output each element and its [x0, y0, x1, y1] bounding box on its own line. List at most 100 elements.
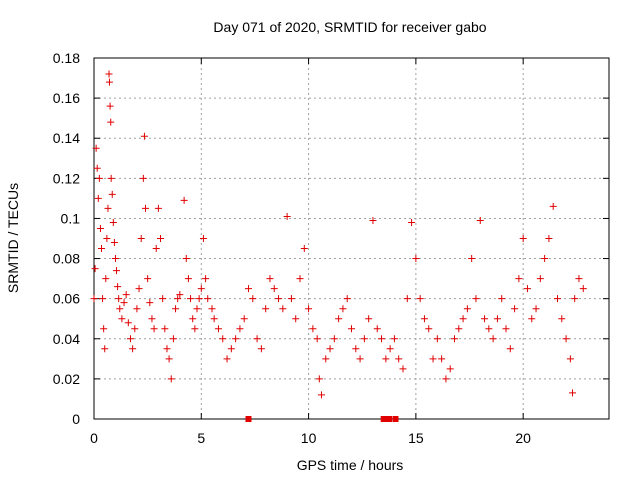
data-point: [566, 355, 574, 363]
data-point: [240, 315, 248, 323]
data-point: [227, 345, 235, 353]
y-tick-label: 0.08: [53, 251, 80, 267]
data-point: [515, 275, 523, 283]
data-point: [429, 355, 437, 363]
data-point: [382, 355, 390, 363]
data-points: [90, 70, 587, 422]
data-point: [165, 355, 173, 363]
data-point: [142, 204, 149, 212]
data-point: [210, 315, 218, 323]
data-point: [94, 194, 102, 202]
data-point: [352, 345, 360, 353]
data-point: [105, 78, 113, 86]
data-point: [163, 345, 171, 353]
data-point: [399, 365, 407, 373]
data-point: [360, 335, 368, 343]
data-point: [184, 275, 192, 283]
data-point: [279, 305, 287, 313]
data-point: [148, 315, 156, 323]
x-tick-label: 20: [515, 430, 531, 446]
data-point: [412, 255, 420, 263]
data-point: [309, 325, 317, 333]
data-point: [126, 335, 134, 343]
data-point: [204, 295, 212, 303]
data-point: [110, 239, 118, 247]
data-point: [549, 202, 557, 210]
data-point: [101, 345, 109, 353]
y-tick-label: 0.12: [53, 170, 80, 186]
data-point: [180, 196, 188, 204]
data-point: [339, 305, 347, 313]
data-point: [154, 204, 162, 212]
data-point: [511, 305, 519, 313]
data-point: [545, 235, 553, 242]
data-point: [536, 275, 544, 283]
data-point: [111, 255, 119, 263]
data-point: [390, 335, 398, 343]
data-point: [442, 375, 450, 383]
data-point: [167, 375, 175, 383]
data-point: [519, 235, 527, 242]
data-point: [446, 365, 454, 373]
data-point: [262, 305, 270, 313]
data-point: [369, 216, 377, 224]
data-point: [202, 275, 210, 283]
data-point: [485, 325, 493, 333]
data-point: [283, 212, 291, 220]
data-point: [330, 335, 338, 343]
data-point: [476, 216, 484, 224]
data-point: [137, 235, 145, 242]
data-point: [451, 335, 458, 343]
data-point: [292, 315, 300, 323]
data-point: [152, 245, 160, 253]
data-point: [489, 335, 497, 343]
data-point: [554, 295, 561, 303]
data-point: [317, 391, 325, 399]
data-point: [300, 245, 308, 253]
plot-area-border: [93, 57, 610, 420]
data-point: [562, 335, 570, 343]
data-point: [455, 325, 463, 333]
data-point: [296, 275, 304, 283]
data-point: [144, 275, 152, 283]
data-point: [416, 295, 424, 303]
data-point: [199, 235, 207, 242]
data-point: [356, 355, 364, 363]
data-point: [438, 355, 446, 363]
data-point: [193, 305, 201, 313]
data-point: [571, 295, 579, 303]
data-point: [107, 174, 115, 182]
data-point: [532, 305, 540, 313]
data-point: [266, 275, 274, 283]
data-point: [420, 315, 428, 323]
data-point: [159, 295, 167, 303]
data-point: [245, 285, 252, 293]
data-point: [195, 295, 203, 303]
data-point: [113, 267, 121, 275]
data-point: [124, 319, 132, 327]
data-point: [378, 335, 386, 343]
data-point: [498, 295, 506, 303]
data-point: [253, 335, 261, 343]
data-point: [433, 335, 441, 343]
data-point: [223, 355, 231, 363]
data-point: [114, 283, 122, 291]
data-point: [528, 315, 536, 323]
data-point: [103, 235, 111, 242]
data-point: [468, 255, 476, 263]
data-point: [459, 315, 467, 323]
data-point: [197, 285, 205, 293]
data-point: [95, 174, 103, 182]
data-point: [93, 164, 101, 172]
y-tick-label: 0.16: [53, 90, 80, 106]
data-point: [172, 305, 180, 313]
data-point: [108, 190, 116, 198]
data-point: [270, 285, 278, 293]
data-point: [523, 285, 531, 293]
y-axis-label: SRMTID / TECUs: [5, 183, 21, 293]
y-tick-labels: 0 0.02 0.04 0.06 0.08 0.1 0.12 0.14 0.16 0.18: [53, 50, 80, 427]
data-point: [257, 345, 265, 353]
chart-title: Day 071 of 2020, SRMTID for receiver gab…: [213, 19, 486, 35]
data-point: [107, 118, 115, 126]
